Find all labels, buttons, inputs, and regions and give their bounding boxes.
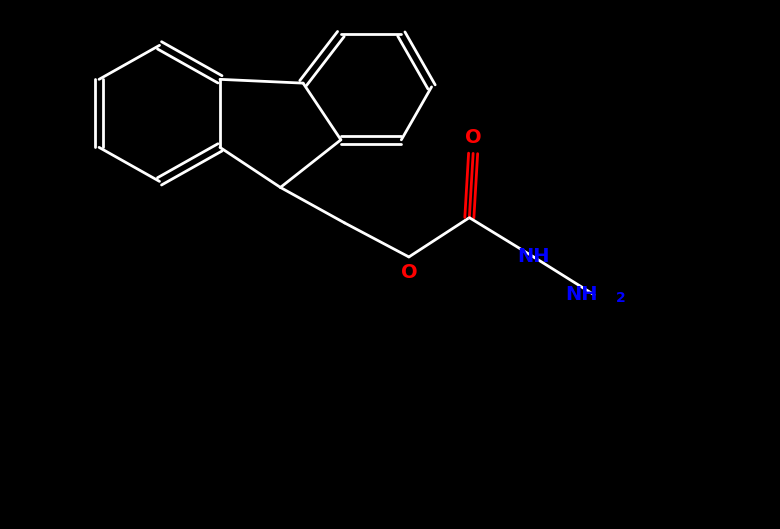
Text: NH: NH	[566, 285, 597, 304]
Text: 2: 2	[616, 291, 626, 305]
Text: O: O	[465, 129, 481, 148]
Text: O: O	[401, 263, 417, 282]
Text: NH: NH	[517, 248, 550, 267]
